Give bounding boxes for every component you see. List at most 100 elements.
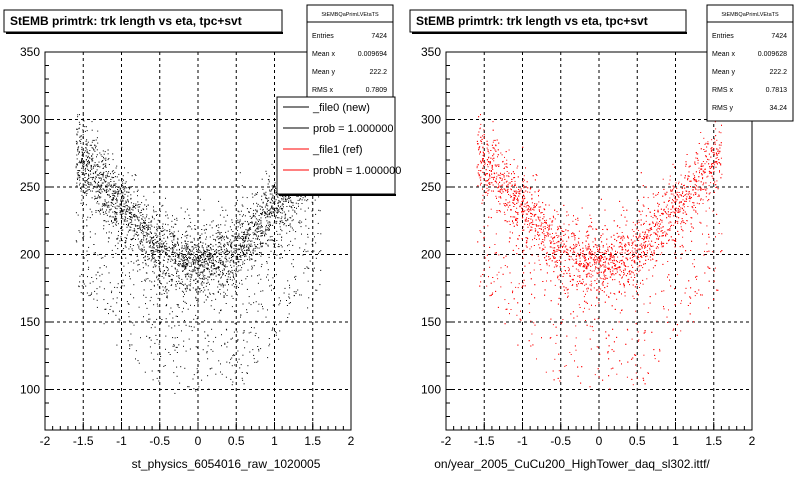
scatter-point bbox=[176, 249, 178, 251]
scatter-point bbox=[286, 206, 288, 207]
scatter-point bbox=[148, 257, 150, 259]
scatter-point bbox=[178, 263, 180, 265]
scatter-point bbox=[112, 177, 114, 179]
scatter-point bbox=[253, 265, 255, 267]
scatter-point bbox=[160, 262, 162, 264]
scatter-point bbox=[183, 258, 185, 260]
scatter-point bbox=[261, 230, 263, 232]
scatter-point bbox=[238, 287, 239, 288]
scatter-point bbox=[253, 234, 255, 236]
scatter-point bbox=[166, 247, 168, 249]
scatter-point bbox=[179, 382, 181, 384]
scatter-point bbox=[212, 268, 214, 270]
scatter-point bbox=[234, 310, 236, 312]
scatter-point bbox=[158, 275, 160, 277]
scatter-point bbox=[99, 185, 101, 187]
scatter-point bbox=[135, 215, 137, 217]
scatter-point bbox=[120, 211, 122, 213]
scatter-point bbox=[154, 280, 156, 282]
scatter-point bbox=[301, 199, 303, 201]
scatter-point bbox=[135, 225, 137, 226]
scatter-point bbox=[251, 268, 253, 270]
scatter-point bbox=[165, 290, 167, 292]
scatter-point bbox=[135, 358, 136, 360]
scatter-point bbox=[75, 140, 77, 142]
scatter-point bbox=[145, 227, 147, 228]
scatter-point bbox=[132, 215, 134, 217]
scatter-point bbox=[208, 249, 210, 251]
scatter-point bbox=[114, 211, 115, 213]
scatter-point bbox=[254, 233, 256, 235]
scatter-point bbox=[84, 192, 86, 194]
scatter-point bbox=[135, 175, 137, 176]
scatter-point bbox=[267, 309, 268, 311]
scatter-point bbox=[151, 237, 152, 239]
scatter-point bbox=[219, 258, 220, 260]
scatter-point bbox=[291, 227, 293, 229]
scatter-point bbox=[238, 222, 240, 224]
scatter-point bbox=[174, 261, 176, 263]
scatter-point bbox=[301, 233, 302, 235]
scatter-point bbox=[84, 126, 86, 128]
scatter-point bbox=[206, 246, 208, 248]
scatter-point bbox=[142, 227, 144, 229]
scatter-point bbox=[120, 199, 122, 201]
scatter-point bbox=[182, 234, 183, 235]
scatter-point bbox=[105, 166, 107, 168]
scatter-point bbox=[81, 147, 83, 149]
scatter-point bbox=[151, 225, 153, 227]
scatter-point bbox=[86, 152, 88, 153]
scatter-point bbox=[236, 256, 238, 258]
scatter-point bbox=[271, 198, 273, 199]
scatter-point bbox=[166, 297, 168, 299]
scatter-point bbox=[260, 252, 262, 254]
scatter-point bbox=[93, 149, 95, 151]
scatter-point bbox=[254, 216, 256, 218]
scatter-point bbox=[210, 243, 212, 245]
scatter-point bbox=[246, 288, 248, 290]
scatter-point bbox=[136, 231, 138, 233]
scatter-point bbox=[242, 354, 244, 356]
scatter-point bbox=[94, 195, 96, 197]
scatter-point bbox=[270, 250, 272, 252]
scatter-point bbox=[268, 221, 270, 223]
scatter-point bbox=[175, 315, 177, 317]
scatter-point bbox=[99, 213, 101, 215]
scatter-point bbox=[208, 276, 210, 278]
scatter-point bbox=[254, 194, 256, 196]
scatter-point bbox=[136, 233, 138, 235]
scatter-point bbox=[85, 143, 87, 145]
scatter-point bbox=[81, 160, 83, 162]
scatter-point bbox=[102, 176, 104, 178]
scatter-point bbox=[83, 225, 85, 227]
scatter-point bbox=[156, 229, 158, 231]
scatter-point bbox=[126, 207, 128, 209]
scatter-point bbox=[162, 231, 164, 232]
scatter-point bbox=[82, 244, 84, 246]
scatter-point bbox=[96, 293, 98, 295]
scatter-point bbox=[134, 219, 136, 221]
scatter-point bbox=[191, 330, 193, 332]
scatter-point bbox=[288, 244, 290, 246]
scatter-point bbox=[242, 196, 244, 198]
scatter-point bbox=[189, 249, 190, 251]
scatter-point bbox=[172, 259, 174, 261]
scatter-point bbox=[99, 275, 101, 277]
scatter-point bbox=[82, 185, 84, 187]
scatter-point bbox=[118, 173, 120, 175]
scatter-point bbox=[137, 225, 139, 227]
scatter-point bbox=[302, 254, 304, 256]
scatter-point bbox=[170, 307, 172, 309]
scatter-point bbox=[157, 284, 159, 286]
scatter-point bbox=[166, 304, 168, 306]
scatter-point bbox=[95, 171, 97, 172]
scatter-point bbox=[254, 230, 256, 232]
scatter-point bbox=[196, 346, 198, 348]
scatter-point bbox=[173, 236, 175, 237]
scatter-point bbox=[115, 223, 117, 225]
scatter-point bbox=[203, 225, 205, 227]
scatter-point bbox=[239, 255, 241, 257]
scatter-point bbox=[199, 235, 201, 237]
scatter-point bbox=[218, 242, 220, 244]
scatter-point bbox=[278, 297, 280, 299]
